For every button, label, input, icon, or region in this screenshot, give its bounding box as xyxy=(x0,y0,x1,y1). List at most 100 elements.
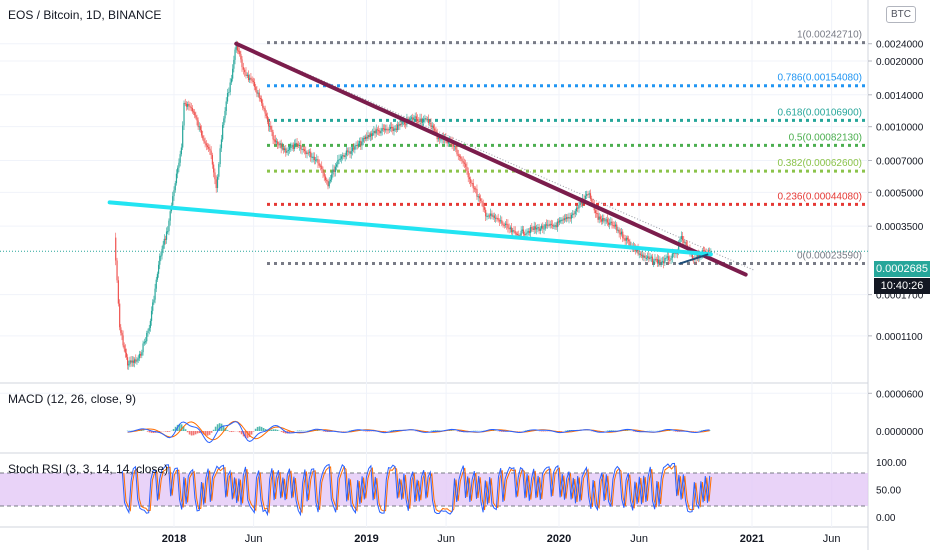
candle-body xyxy=(432,125,435,129)
candle-body xyxy=(252,80,254,82)
candle-body xyxy=(230,78,233,83)
candle-body xyxy=(681,236,684,241)
candle-body xyxy=(653,260,655,263)
candle-body xyxy=(305,151,307,155)
candle-body xyxy=(224,111,226,119)
candle-body xyxy=(430,122,432,128)
candle-body xyxy=(263,107,265,109)
macd-label[interactable]: MACD (12, 26, close, 9) xyxy=(8,392,137,406)
macd-histogram-bar xyxy=(222,425,225,431)
macd-histogram-bar xyxy=(276,429,279,431)
candle-body xyxy=(265,113,267,117)
candle-body xyxy=(172,196,174,206)
candle-body xyxy=(284,148,286,151)
candle-body xyxy=(393,128,395,132)
candle-body xyxy=(131,360,133,363)
macd-histogram-bar xyxy=(280,431,283,432)
candle-body xyxy=(351,147,354,152)
candle-body xyxy=(396,124,399,130)
candle-body xyxy=(184,102,186,104)
macd-histogram-bar xyxy=(260,426,263,431)
candle-body xyxy=(345,150,347,156)
macd-histogram-bar xyxy=(206,431,209,436)
candle-body xyxy=(654,258,656,261)
macd-histogram-bar xyxy=(566,430,569,431)
candle-body xyxy=(691,252,694,259)
fib-trend-line xyxy=(235,42,755,271)
candle-body xyxy=(655,258,657,260)
candle-body xyxy=(564,218,567,220)
candle-body xyxy=(651,256,654,263)
macd-histogram-bar xyxy=(316,430,319,431)
fib-level-label: 0.786(0.00154080) xyxy=(777,73,862,84)
candle-body xyxy=(373,130,375,134)
candle-body xyxy=(431,125,433,128)
candle-body xyxy=(531,227,533,229)
candle-body xyxy=(645,257,647,259)
macd-histogram-bar xyxy=(218,423,221,431)
candle-body xyxy=(501,220,503,224)
candle-body xyxy=(136,360,138,362)
x-tick-label: Jun xyxy=(245,533,263,545)
candle-body xyxy=(557,221,560,223)
macd-histogram-bar xyxy=(140,430,143,431)
candle-body xyxy=(280,143,282,149)
candle-body xyxy=(550,223,553,225)
candle-body xyxy=(574,211,576,215)
macd-histogram-bar xyxy=(164,431,167,432)
macd-histogram-bar xyxy=(366,431,369,432)
macd-histogram-bar xyxy=(292,431,295,432)
candle-body xyxy=(684,242,686,244)
candle-body xyxy=(123,345,125,349)
candle-body xyxy=(298,144,301,146)
candle-body xyxy=(418,120,420,122)
candle-body xyxy=(483,207,486,210)
macd-histogram-bar xyxy=(186,431,189,433)
candle-body xyxy=(196,117,198,121)
macd-histogram-bar xyxy=(322,431,325,432)
stoch-rsi-label[interactable]: Stoch RSI (3, 3, 14, 14, close) xyxy=(8,462,169,476)
candle-body xyxy=(199,126,201,131)
x-tick-label: 2019 xyxy=(354,533,378,545)
candle-body xyxy=(290,147,292,149)
candle-body xyxy=(472,183,474,189)
y-tick-label: 0.0001700 xyxy=(876,291,924,302)
candle-body xyxy=(342,155,344,157)
candle-body xyxy=(153,299,155,303)
y-tick-label: 0.0003500 xyxy=(876,222,924,233)
candle-body xyxy=(462,161,464,163)
candle-body xyxy=(424,118,426,120)
candle-body xyxy=(412,117,414,120)
candle-body xyxy=(270,125,272,130)
macd-histogram-bar xyxy=(272,429,275,431)
candle-body xyxy=(555,225,557,228)
candle-body xyxy=(179,154,181,163)
macd-histogram-bar xyxy=(324,431,327,432)
candle-body xyxy=(539,228,541,231)
candle-body xyxy=(188,104,190,106)
candle-body xyxy=(669,259,671,261)
y-tick-label: 0.0000600 xyxy=(876,389,924,400)
candle-body xyxy=(482,202,484,208)
y-tick-label: 0.0005000 xyxy=(876,188,924,199)
symbol-title[interactable]: EOS / Bitcoin, 1D, BINANCE xyxy=(8,8,162,22)
candle-body xyxy=(160,255,162,257)
candle-body xyxy=(452,144,454,147)
candle-body xyxy=(253,81,256,87)
candle-body xyxy=(667,256,670,260)
candle-body xyxy=(478,196,481,199)
fib-level-label: 0.5(0.00082130) xyxy=(789,132,862,143)
candle-body xyxy=(332,169,334,175)
y-tick-label: 0.0010000 xyxy=(876,123,924,134)
currency-button[interactable]: BTC xyxy=(886,6,916,23)
candle-body xyxy=(178,162,180,168)
candle-body xyxy=(437,137,440,140)
candle-body xyxy=(356,145,358,147)
candle-body xyxy=(257,92,259,94)
candle-body xyxy=(272,132,274,140)
candle-body xyxy=(340,156,343,159)
candle-body xyxy=(261,98,263,104)
candle-body xyxy=(273,139,275,141)
candle-body xyxy=(658,259,660,264)
